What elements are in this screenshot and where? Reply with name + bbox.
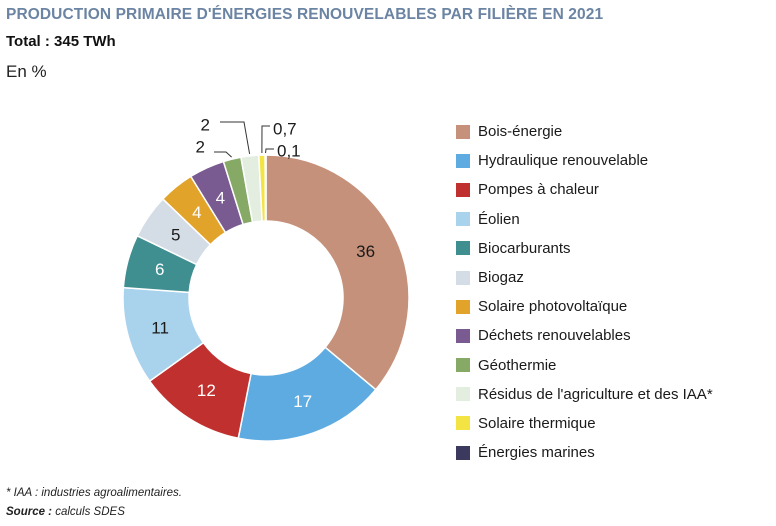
chart-title: PRODUCTION PRIMAIRE D'ÉNERGIES RENOUVELA…: [6, 6, 604, 23]
data-label-bois-energie: 36: [356, 242, 375, 261]
data-label-dechets-renouvelables: 4: [216, 188, 225, 207]
legend-item-solaire-thermique: Solaire thermique: [456, 409, 713, 438]
data-label-biocarburants: 6: [155, 260, 164, 279]
chart-total: Total : 345 TWh: [6, 33, 116, 50]
legend-item-geothermie: Géothermie: [456, 351, 713, 380]
legend-item-biogaz: Biogaz: [456, 263, 713, 292]
leader-line-geothermie: [214, 151, 232, 158]
legend-swatch: [456, 416, 470, 431]
legend-swatch: [456, 299, 470, 314]
legend-item-pompes-a-chaleur: Pompes à chaleur: [456, 175, 713, 204]
footnote: * IAA : industries agroalimentaires.: [6, 487, 182, 499]
legend-swatch: [456, 445, 470, 460]
leader-lines: [214, 121, 274, 158]
legend-label: Déchets renouvelables: [478, 327, 631, 345]
legend-label: Solaire photovoltaïque: [478, 298, 628, 316]
slice-bois-energie: [265, 154, 410, 391]
legend-swatch: [456, 124, 470, 139]
donut-slices: [122, 154, 410, 442]
legend-swatch: [456, 241, 470, 256]
data-label-energies-marines: 0,1: [277, 141, 301, 160]
legend-label: Énergies marines: [478, 444, 595, 462]
legend-label: Résidus de l'agriculture et des IAA*: [478, 385, 713, 403]
legend-swatch: [456, 182, 470, 197]
legend-swatch: [456, 153, 470, 168]
data-label-geothermie: 2: [196, 137, 205, 156]
source-text: calculs SDES: [52, 506, 125, 518]
legend-label: Géothermie: [478, 356, 557, 374]
chart-unit: En %: [6, 62, 47, 81]
leader-line-residus-de-l-agriculture-et-des-iaa: [220, 121, 251, 155]
source-label: Source :: [6, 506, 53, 518]
legend-swatch: [456, 387, 470, 402]
data-label-solaire-photovoltaique: 4: [192, 203, 201, 222]
leader-line-solaire-thermique: [261, 125, 270, 154]
legend-item-residus-de-l-agriculture-et-des-iaa: Résidus de l'agriculture et des IAA*: [456, 380, 713, 409]
slice-energies-marines: [264, 154, 267, 222]
data-label-residus-de-l-agriculture-et-des-iaa: 2: [201, 115, 210, 134]
source-note: Source : calculs SDES: [6, 506, 125, 518]
legend-label: Bois-énergie: [478, 123, 563, 141]
legend-item-hydraulique-renouvelable: Hydraulique renouvelable: [456, 146, 713, 175]
legend-label: Éolien: [478, 210, 520, 228]
legend-item-energies-marines: Énergies marines: [456, 438, 713, 467]
data-label-hydraulique-renouvelable: 17: [293, 392, 312, 411]
legend-swatch: [456, 270, 470, 285]
legend-item-bois-energie: Bois-énergie: [456, 117, 713, 146]
legend: Bois-énergie Hydraulique renouvelable Pomp…: [456, 117, 713, 467]
legend-item-eolien: Éolien: [456, 205, 713, 234]
data-label-eolien: 11: [151, 318, 169, 337]
legend-label: Solaire thermique: [478, 414, 596, 432]
legend-swatch: [456, 358, 470, 373]
legend-label: Pompes à chaleur: [478, 181, 599, 199]
data-label-biogaz: 5: [171, 226, 180, 245]
legend-item-biocarburants: Biocarburants: [456, 234, 713, 263]
legend-label: Biocarburants: [478, 239, 571, 257]
legend-item-solaire-photovoltaique: Solaire photovoltaïque: [456, 292, 713, 321]
leader-line-energies-marines: [265, 148, 274, 154]
legend-label: Biogaz: [478, 269, 524, 287]
legend-swatch: [456, 212, 470, 227]
data-label-solaire-thermique: 0,7: [273, 119, 297, 138]
legend-item-dechets-renouvelables: Déchets renouvelables: [456, 321, 713, 350]
legend-label: Hydraulique renouvelable: [478, 152, 649, 170]
legend-swatch: [456, 328, 470, 343]
data-label-pompes-a-chaleur: 12: [197, 381, 216, 400]
